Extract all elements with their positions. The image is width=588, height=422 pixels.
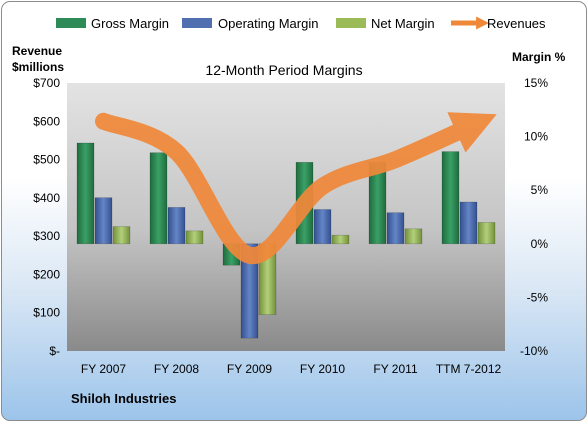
bars-layer (76, 142, 496, 339)
legend-gross-margin: Gross Margin (56, 16, 169, 31)
right-axis-label: Margin % (512, 50, 566, 64)
bar-net-margin-ttm-7-2012 (477, 222, 496, 245)
left-axis-tick-label: $400 (33, 191, 60, 205)
category-label: FY 2011 (373, 362, 418, 376)
left-axis-tick-label: $200 (33, 267, 60, 281)
category-label: FY 2010 (300, 362, 345, 376)
legend: Gross Margin Operating Margin Net Margin… (56, 16, 546, 31)
left-axis-tick-label: $600 (33, 114, 60, 128)
chart-title: 12-Month Period Margins (205, 62, 362, 78)
bar-operating-margin-fy-2008 (167, 207, 186, 245)
category-label: TTM 7-2012 (436, 362, 502, 376)
right-axis-tick-label: 5% (531, 183, 549, 197)
left-axis-label-line1: Revenue (12, 44, 62, 58)
bar-net-margin-fy-2007 (112, 226, 131, 245)
bar-operating-margin-fy-2011 (386, 212, 405, 245)
left-axis-ticks: $- $100 $200 $300 $400 $500 $600 $700 (33, 76, 60, 358)
legend-revenues-label: Revenues (487, 16, 546, 31)
legend-net-margin: Net Margin (336, 16, 435, 31)
bar-net-margin-fy-2008 (185, 230, 204, 245)
left-axis-tick-label: $- (49, 344, 60, 358)
left-axis-tick-label: $100 (33, 306, 60, 320)
legend-operating-margin-swatch (182, 18, 212, 28)
legend-net-margin-swatch (336, 18, 366, 28)
legend-operating-margin: Operating Margin (182, 16, 318, 31)
legend-revenues: Revenues (451, 16, 546, 31)
bar-gross-margin-fy-2007 (76, 142, 95, 245)
right-axis-ticks: -10% -5% 0% 5% 10% 15% (520, 76, 548, 358)
right-axis-tick-label: -10% (520, 344, 548, 358)
left-axis-label-line2: $millions (12, 60, 64, 74)
left-axis-tick-label: $300 (33, 229, 60, 243)
legend-gross-margin-label: Gross Margin (91, 16, 169, 31)
right-axis-tick-label: 15% (524, 76, 548, 90)
bar-operating-margin-fy-2010 (313, 209, 332, 245)
left-axis-tick-label: $500 (33, 153, 60, 167)
category-label: FY 2007 (81, 362, 126, 376)
right-axis-tick-label: -5% (527, 290, 549, 304)
category-labels: FY 2007 FY 2008 FY 2009 FY 2010 FY 2011 TTM 7… (81, 362, 502, 376)
legend-gross-margin-swatch (56, 18, 86, 28)
company-label: Shiloh Industries (71, 391, 176, 406)
bar-operating-margin-fy-2009 (240, 243, 259, 339)
category-label: FY 2009 (227, 362, 272, 376)
bar-gross-margin-fy-2008 (149, 152, 168, 245)
revenue-line (95, 112, 497, 264)
category-label: FY 2008 (154, 362, 199, 376)
bar-operating-margin-ttm-7-2012 (459, 201, 478, 245)
bar-net-margin-fy-2011 (404, 228, 423, 245)
bar-net-margin-fy-2010 (331, 234, 350, 245)
right-axis-tick-label: 10% (524, 130, 548, 144)
legend-operating-margin-label: Operating Margin (218, 16, 318, 31)
right-axis-tick-label: 0% (531, 237, 549, 251)
bar-operating-margin-fy-2007 (94, 197, 113, 245)
left-axis-tick-label: $700 (33, 76, 60, 90)
bar-gross-margin-ttm-7-2012 (441, 151, 460, 245)
legend-net-margin-label: Net Margin (371, 16, 435, 31)
